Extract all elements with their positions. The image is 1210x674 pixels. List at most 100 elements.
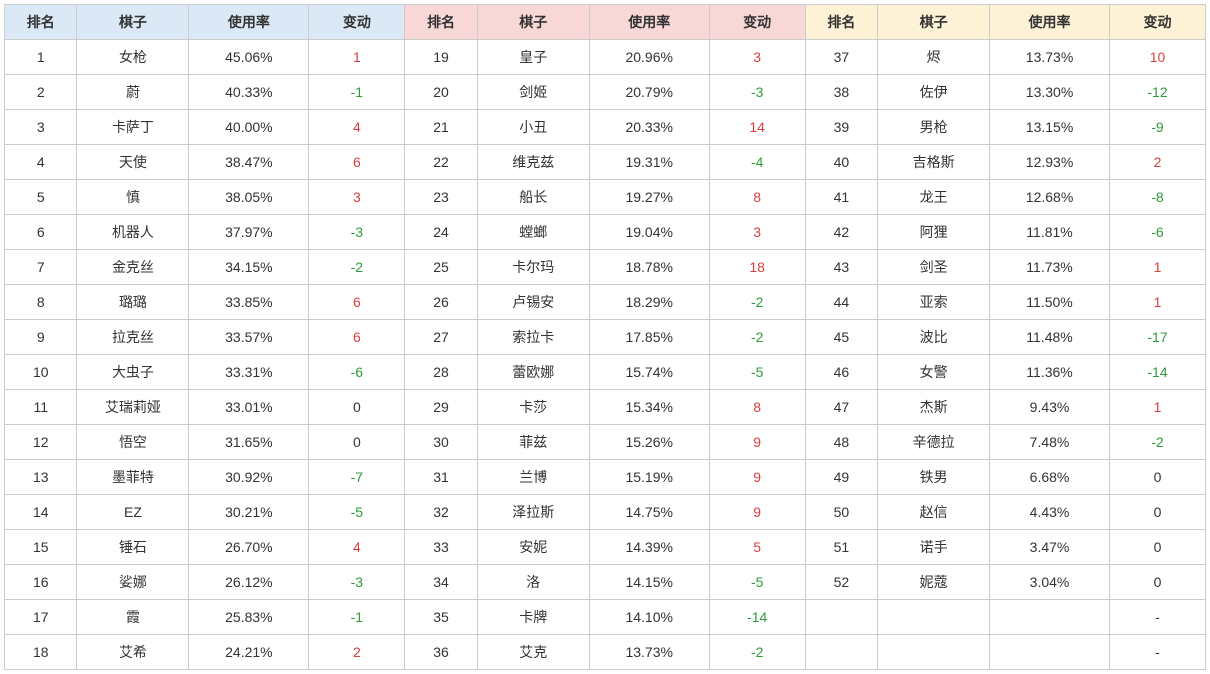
- cell-rank: 31: [405, 460, 477, 495]
- cell-rate: 33.57%: [189, 320, 309, 355]
- cell-delta: 1: [1110, 285, 1206, 320]
- cell-delta: -8: [1110, 180, 1206, 215]
- cell-rate: [990, 635, 1110, 670]
- cell-delta: -1: [309, 600, 405, 635]
- cell-rank: 49: [806, 460, 878, 495]
- cell-delta: -: [1110, 635, 1206, 670]
- cell-name: 烬: [878, 40, 990, 75]
- cell-rate: 13.30%: [990, 75, 1110, 110]
- cell-name: 小丑: [477, 110, 589, 145]
- cell-rank: 4: [5, 145, 77, 180]
- cell-delta: -6: [309, 355, 405, 390]
- table-row: 49铁男6.68%0: [806, 460, 1206, 495]
- ranking-table-wrap: 排名棋子使用率变动1女枪45.06%12蔚40.33%-13卡萨丁40.00%4…: [4, 4, 1206, 670]
- table-row: 48辛德拉7.48%-2: [806, 425, 1206, 460]
- cell-rank: 5: [5, 180, 77, 215]
- cell-rate: 30.21%: [189, 495, 309, 530]
- cell-delta: 9: [709, 460, 805, 495]
- cell-rank: 41: [806, 180, 878, 215]
- cell-name: 龙王: [878, 180, 990, 215]
- cell-delta: -5: [709, 355, 805, 390]
- table-header-row: 排名棋子使用率变动: [5, 5, 405, 40]
- cell-rank: 27: [405, 320, 477, 355]
- cell-rate: 40.33%: [189, 75, 309, 110]
- table-row: 50赵信4.43%0: [806, 495, 1206, 530]
- cell-delta: -2: [309, 250, 405, 285]
- cell-rank: 1: [5, 40, 77, 75]
- cell-rate: 34.15%: [189, 250, 309, 285]
- cell-rate: 9.43%: [990, 390, 1110, 425]
- cell-delta: 3: [309, 180, 405, 215]
- cell-rate: 17.85%: [589, 320, 709, 355]
- table-row: 32泽拉斯14.75%9: [405, 495, 805, 530]
- cell-delta: -3: [309, 565, 405, 600]
- cell-delta: -6: [1110, 215, 1206, 250]
- cell-rate: 19.04%: [589, 215, 709, 250]
- table-row: 19皇子20.96%3: [405, 40, 805, 75]
- header-name: 棋子: [77, 5, 189, 40]
- cell-rate: 26.12%: [189, 565, 309, 600]
- cell-name: 墨菲特: [77, 460, 189, 495]
- cell-rank: 44: [806, 285, 878, 320]
- cell-name: 蔚: [77, 75, 189, 110]
- cell-rank: 42: [806, 215, 878, 250]
- table-row: 1女枪45.06%1: [5, 40, 405, 75]
- cell-name: 阿狸: [878, 215, 990, 250]
- table-row: 10大虫子33.31%-6: [5, 355, 405, 390]
- table-row: 20剑姬20.79%-3: [405, 75, 805, 110]
- cell-delta: -14: [1110, 355, 1206, 390]
- cell-rate: 11.36%: [990, 355, 1110, 390]
- cell-rate: 14.10%: [589, 600, 709, 635]
- cell-rank: 37: [806, 40, 878, 75]
- table-row: 37烬13.73%10: [806, 40, 1206, 75]
- cell-rank: 43: [806, 250, 878, 285]
- cell-rate: 6.68%: [990, 460, 1110, 495]
- cell-name: 霞: [77, 600, 189, 635]
- table-row: 40吉格斯12.93%2: [806, 145, 1206, 180]
- table-row: 33安妮14.39%5: [405, 530, 805, 565]
- cell-rate: 11.48%: [990, 320, 1110, 355]
- cell-rate: 14.15%: [589, 565, 709, 600]
- cell-rate: 20.79%: [589, 75, 709, 110]
- cell-name: [878, 600, 990, 635]
- cell-rank: 9: [5, 320, 77, 355]
- table-row: 2蔚40.33%-1: [5, 75, 405, 110]
- cell-rank: 46: [806, 355, 878, 390]
- cell-rate: 24.21%: [189, 635, 309, 670]
- cell-delta: 6: [309, 285, 405, 320]
- cell-delta: 0: [309, 390, 405, 425]
- cell-rank: 45: [806, 320, 878, 355]
- cell-rank: 10: [5, 355, 77, 390]
- cell-rank: 3: [5, 110, 77, 145]
- cell-rank: 47: [806, 390, 878, 425]
- cell-rank: 34: [405, 565, 477, 600]
- cell-rate: 7.48%: [990, 425, 1110, 460]
- cell-name: 天使: [77, 145, 189, 180]
- cell-rank: 40: [806, 145, 878, 180]
- cell-name: 卡牌: [477, 600, 589, 635]
- cell-rate: 18.78%: [589, 250, 709, 285]
- cell-delta: 0: [1110, 565, 1206, 600]
- cell-name: 螳螂: [477, 215, 589, 250]
- cell-rank: 36: [405, 635, 477, 670]
- table-row: 6机器人37.97%-3: [5, 215, 405, 250]
- header-rate: 使用率: [589, 5, 709, 40]
- cell-rate: 31.65%: [189, 425, 309, 460]
- header-rate: 使用率: [189, 5, 309, 40]
- cell-name: 剑姬: [477, 75, 589, 110]
- cell-delta: 9: [709, 425, 805, 460]
- cell-rank: 52: [806, 565, 878, 600]
- table-row: 51诺手3.47%0: [806, 530, 1206, 565]
- table-row: 9拉克丝33.57%6: [5, 320, 405, 355]
- cell-rate: 12.93%: [990, 145, 1110, 180]
- table-row: 4天使38.47%6: [5, 145, 405, 180]
- cell-rate: 38.05%: [189, 180, 309, 215]
- cell-delta: 6: [309, 145, 405, 180]
- cell-rate: [990, 600, 1110, 635]
- table-row: 7金克丝34.15%-2: [5, 250, 405, 285]
- cell-name: 娑娜: [77, 565, 189, 600]
- table-row: 15锤石26.70%4: [5, 530, 405, 565]
- cell-delta: -5: [309, 495, 405, 530]
- cell-rank: 19: [405, 40, 477, 75]
- cell-name: 索拉卡: [477, 320, 589, 355]
